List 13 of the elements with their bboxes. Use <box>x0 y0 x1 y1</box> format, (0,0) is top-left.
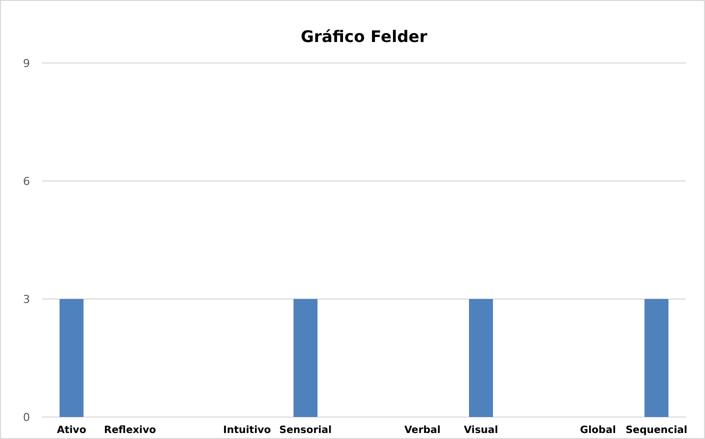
x-tick-label: Sensorial <box>279 425 332 436</box>
y-tick-label: 6 <box>23 174 30 188</box>
x-tick-label: Global <box>580 425 616 436</box>
y-tick-label: 3 <box>23 292 30 306</box>
x-tick-label: Reflexivo <box>104 425 156 436</box>
x-tick-label: Verbal <box>404 425 441 436</box>
x-tick-label: Visual <box>464 425 498 436</box>
chart-title: Gráfico Felder <box>300 27 428 46</box>
x-tick-label: Intuitivo <box>223 425 272 436</box>
x-tick-label: Sequencial <box>626 425 688 436</box>
y-tick-label: 0 <box>23 410 30 424</box>
x-tick-label: Ativo <box>56 425 86 436</box>
y-tick-label: 9 <box>23 56 30 70</box>
